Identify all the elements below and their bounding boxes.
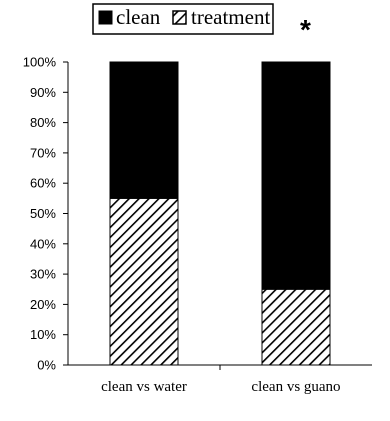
y-tick-label: 80%: [30, 115, 56, 130]
category-label: clean vs guano: [251, 379, 340, 395]
significance-annotation: *: [300, 14, 311, 45]
legend-swatch-clean: [98, 10, 113, 25]
legend-swatch-treatment: [172, 10, 187, 25]
legend-label-treatment: treatment: [191, 5, 270, 29]
category-label: clean vs water: [101, 379, 187, 395]
legend-label-clean: clean: [116, 5, 161, 29]
y-tick-label: 90%: [30, 85, 56, 100]
y-tick-label: 70%: [30, 145, 56, 160]
y-tick-label: 50%: [30, 206, 56, 221]
category-labels: clean vs water clean vs guano: [101, 379, 340, 395]
y-tick-label: 40%: [30, 236, 56, 251]
y-ticks: 0% 10% 20% 30% 40% 50% 60% 70% 80% 90% 100%: [23, 55, 221, 373]
y-tick-label: 100%: [23, 55, 57, 70]
y-tick-label: 60%: [30, 176, 56, 191]
y-tick-label: 10%: [30, 327, 56, 342]
bar-clean-1: [109, 61, 179, 199]
legend: clean treatment: [92, 3, 274, 35]
y-tick-label: 0%: [37, 358, 56, 373]
bar-clean-2: [261, 61, 331, 290]
bar-treatment-1: [109, 197, 179, 366]
bar-treatment-2: [261, 288, 331, 366]
y-tick-label: 30%: [30, 267, 56, 282]
bars: [109, 61, 331, 366]
y-tick-label: 20%: [30, 297, 56, 312]
